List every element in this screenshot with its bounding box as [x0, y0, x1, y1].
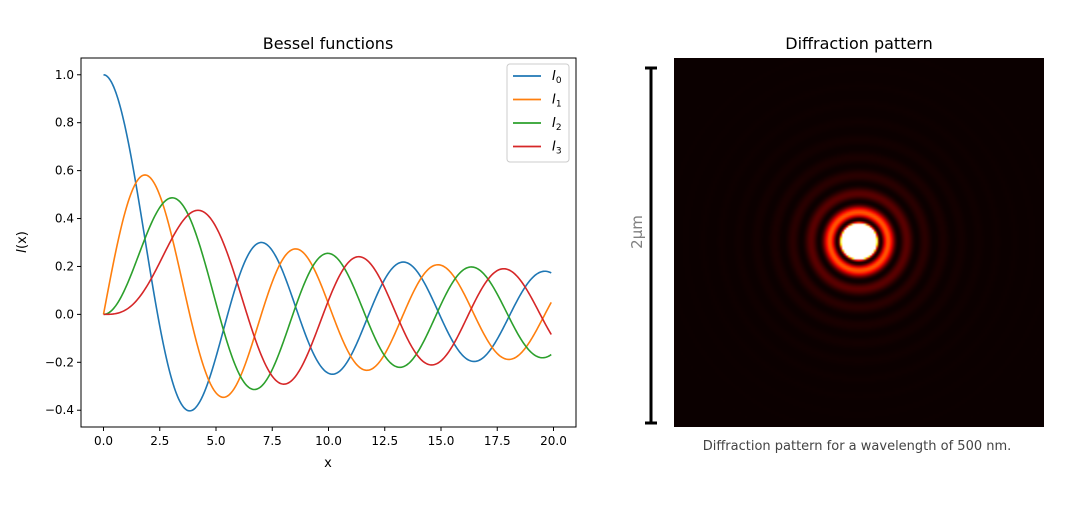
x-tick-label: 7.5 — [263, 434, 282, 448]
bessel-plot-frame — [80, 57, 577, 428]
x-tick-label: 12.5 — [371, 434, 398, 448]
bessel-series-group — [102, 73, 552, 412]
y-tick-label: 0.0 — [55, 307, 74, 321]
x-tick-label: 5.0 — [206, 434, 225, 448]
y-tick-label: 0.2 — [55, 259, 74, 273]
series-line-i0 — [103, 73, 552, 412]
diffraction-caption: Diffraction pattern for a wavelength of … — [703, 439, 1012, 454]
x-tick-label: 2.5 — [150, 434, 169, 448]
bessel-chart-title: Bessel functions — [263, 34, 394, 53]
legend-label-i2: I2 — [552, 116, 562, 133]
x-tick-label: 20.0 — [540, 434, 567, 448]
legend-frame — [506, 63, 570, 163]
legend-label-i1: I1 — [552, 93, 562, 110]
y-tick-label: 1.0 — [55, 68, 74, 82]
y-tick-label: 0.6 — [55, 164, 74, 178]
bessel-chart: Bessel functions 0.0 2.5 5.0 7.5 10.0 12.5 15.… — [15, 34, 577, 471]
x-tick-label: 10.0 — [315, 434, 342, 448]
bessel-y-axis-label: I(x) — [15, 231, 30, 253]
x-tick-label: 0.0 — [94, 434, 113, 448]
diffraction-chart: Diffraction pattern 2μm Diffraction patt… — [628, 34, 1044, 454]
scale-bar — [645, 66, 657, 425]
legend-label-i0: I0 — [552, 69, 562, 86]
diffraction-chart-title: Diffraction pattern — [785, 34, 933, 53]
diffraction-heatmap — [674, 58, 1044, 427]
x-tick-label: 17.5 — [484, 434, 511, 448]
bessel-x-axis-label: x — [324, 456, 332, 471]
bessel-x-axis: 0.0 2.5 5.0 7.5 10.0 12.5 15.0 17.5 20.0 — [94, 427, 567, 448]
y-tick-label: 0.4 — [55, 212, 74, 226]
series-line-i1 — [102, 174, 552, 399]
y-tick-label: 0.8 — [55, 116, 74, 130]
y-tick-label: −0.2 — [45, 355, 74, 369]
x-tick-label: 15.0 — [428, 434, 455, 448]
bessel-legend: I0 I1 I2 I3 — [506, 63, 570, 163]
bessel-y-axis: −0.4 −0.2 0.0 0.2 0.4 0.6 0.8 1.0 — [45, 68, 81, 417]
y-tick-label: −0.4 — [45, 403, 74, 417]
series-line-i3 — [103, 209, 552, 385]
scale-bar-label: 2μm — [628, 215, 646, 249]
legend-label-i3: I3 — [552, 140, 562, 157]
series-line-i2 — [103, 197, 552, 391]
